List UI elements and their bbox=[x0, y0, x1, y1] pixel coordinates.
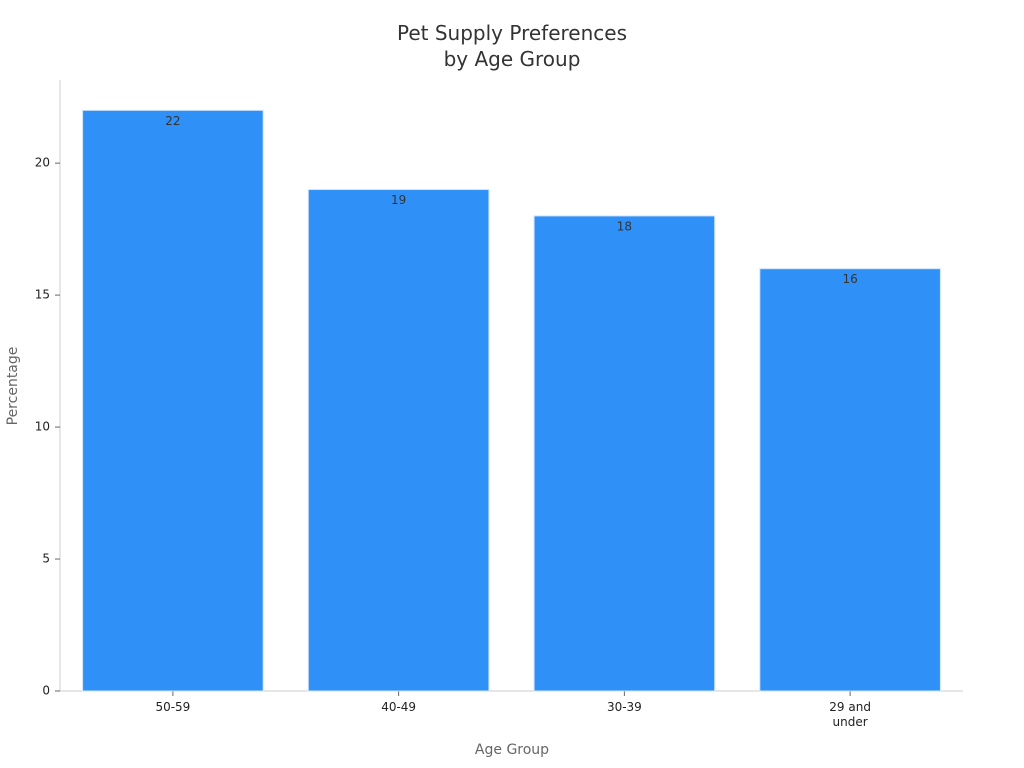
x-tick-label: 30-39 bbox=[606, 700, 642, 714]
bar bbox=[759, 268, 941, 692]
x-tick-label: 40-49 bbox=[381, 700, 417, 714]
x-tick-label: 29 and under bbox=[829, 700, 871, 729]
bar bbox=[533, 215, 716, 692]
y-axis-label: Percentage bbox=[5, 347, 21, 426]
bar bbox=[82, 109, 264, 692]
y-tick-label: 5 bbox=[42, 552, 50, 566]
chart-title: Pet Supply Preferences by Age Group bbox=[397, 21, 627, 71]
value-label: 22 bbox=[165, 114, 180, 128]
x-tick-label: 50-59 bbox=[155, 700, 191, 714]
bar bbox=[307, 189, 490, 692]
y-tick-label: 0 bbox=[42, 684, 50, 698]
value-label: 19 bbox=[391, 193, 406, 207]
y-tick-label: 20 bbox=[35, 156, 50, 170]
y-tick-label: 15 bbox=[35, 288, 50, 302]
value-label: 18 bbox=[617, 219, 632, 233]
value-label: 16 bbox=[842, 272, 857, 286]
x-axis-label: Age Group bbox=[475, 742, 549, 758]
y-tick-label: 10 bbox=[35, 420, 50, 434]
